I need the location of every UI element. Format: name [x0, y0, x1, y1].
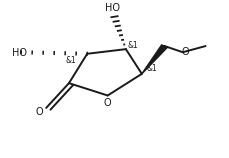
Text: O: O [35, 107, 43, 117]
Text: HO: HO [12, 48, 27, 58]
Text: O: O [182, 47, 189, 57]
Text: &1: &1 [127, 41, 138, 50]
Text: O: O [104, 98, 112, 108]
Text: &1: &1 [65, 56, 76, 65]
Text: &1: &1 [146, 64, 157, 73]
Polygon shape [142, 45, 168, 74]
Text: HO: HO [105, 3, 120, 13]
